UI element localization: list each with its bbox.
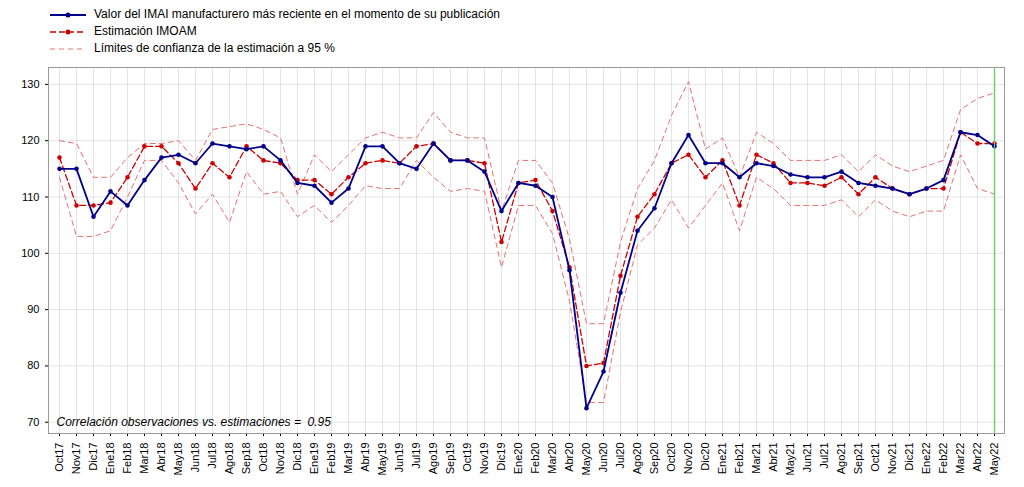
svg-text:Abr22: Abr22	[971, 443, 983, 472]
svg-text:Ene19: Ene19	[308, 443, 320, 475]
svg-text:Sep20: Sep20	[648, 443, 660, 475]
svg-text:70: 70	[27, 416, 39, 428]
html-text:Estimación IMOAM: Estimación IMOAM	[94, 24, 197, 38]
svg-text:May21: May21	[784, 443, 796, 476]
svg-text:Dic21: Dic21	[903, 443, 915, 471]
svg-text:Dic19: Dic19	[495, 443, 507, 471]
svg-text:Ago20: Ago20	[631, 443, 643, 475]
svg-text:Abr21: Abr21	[767, 443, 779, 472]
svg-text:Mar20: Mar20	[546, 443, 558, 474]
svg-text:Jul18: Jul18	[206, 443, 218, 469]
svg-text:Ene21: Ene21	[716, 443, 728, 475]
svg-text:130: 130	[21, 78, 39, 90]
svg-text:Feb20: Feb20	[529, 443, 541, 474]
svg-text:May18: May18	[172, 443, 184, 476]
svg-text:Nov18: Nov18	[274, 443, 286, 475]
svg-text:Ago18: Ago18	[223, 443, 235, 475]
svg-text:Mar21: Mar21	[750, 443, 762, 474]
svg-text:Sep21: Sep21	[852, 443, 864, 475]
svg-text:120: 120	[21, 134, 39, 146]
svg-text:Jun20: Jun20	[597, 443, 609, 473]
html-text:Valor del IMAI manufacturero m: Valor del IMAI manufacturero más recient…	[94, 7, 500, 21]
svg-text:Ene22: Ene22	[920, 443, 932, 475]
svg-text:Ene20: Ene20	[512, 443, 524, 475]
svg-text:100: 100	[21, 247, 39, 259]
svg-text:90: 90	[27, 303, 39, 315]
svg-text:Jun18: Jun18	[189, 443, 201, 473]
svg-text:Jul21: Jul21	[818, 443, 830, 469]
svg-text:Nov20: Nov20	[682, 443, 694, 475]
svg-text:Sep18: Sep18	[240, 443, 252, 475]
svg-text:May19: May19	[376, 443, 388, 476]
svg-text:Ago19: Ago19	[427, 443, 439, 475]
svg-text:Ago21: Ago21	[835, 443, 847, 475]
svg-text:Jul19: Jul19	[410, 443, 422, 469]
svg-text:Mar19: Mar19	[342, 443, 354, 474]
svg-text:Ene18: Ene18	[104, 443, 116, 475]
svg-text:Dic18: Dic18	[291, 443, 303, 471]
svg-text:Feb19: Feb19	[325, 443, 337, 474]
svg-text:Nov21: Nov21	[886, 443, 898, 475]
svg-text:110: 110	[22, 191, 40, 203]
svg-text:Sep19: Sep19	[444, 443, 456, 475]
svg-text:Mar18: Mar18	[138, 443, 150, 474]
svg-text:Oct21: Oct21	[869, 443, 881, 472]
svg-text:Nov19: Nov19	[478, 443, 490, 475]
svg-text:Abr18: Abr18	[155, 443, 167, 472]
svg-text:May20: May20	[580, 443, 592, 476]
svg-text:Mar22: Mar22	[954, 443, 966, 474]
svg-text:Oct19: Oct19	[461, 443, 473, 472]
svg-text:May22: May22	[988, 443, 1000, 476]
svg-text:Oct20: Oct20	[665, 443, 677, 472]
html-text:Límites de confianza de la est: Límites de confianza de la estimación a …	[94, 41, 335, 55]
svg-text:Feb21: Feb21	[733, 443, 745, 474]
svg-text:Dic17: Dic17	[87, 443, 99, 471]
svg-text:Jul20: Jul20	[614, 443, 626, 469]
svg-text:Nov17: Nov17	[70, 443, 82, 475]
svg-text:Dic20: Dic20	[699, 443, 711, 471]
svg-text:Jun19: Jun19	[393, 443, 405, 473]
svg-text:Oct18: Oct18	[257, 443, 269, 472]
svg-text:Oct17: Oct17	[53, 443, 65, 472]
svg-text:Feb18: Feb18	[121, 443, 133, 474]
svg-text:Abr20: Abr20	[563, 443, 575, 472]
svg-text:80: 80	[27, 359, 39, 371]
svg-text:Jun21: Jun21	[801, 443, 813, 473]
svg-text:Feb22: Feb22	[937, 443, 949, 474]
svg-text:Abr19: Abr19	[359, 443, 371, 472]
svg-text:Correlación observaciones vs.: Correlación observaciones vs. estimacion…	[57, 415, 332, 429]
